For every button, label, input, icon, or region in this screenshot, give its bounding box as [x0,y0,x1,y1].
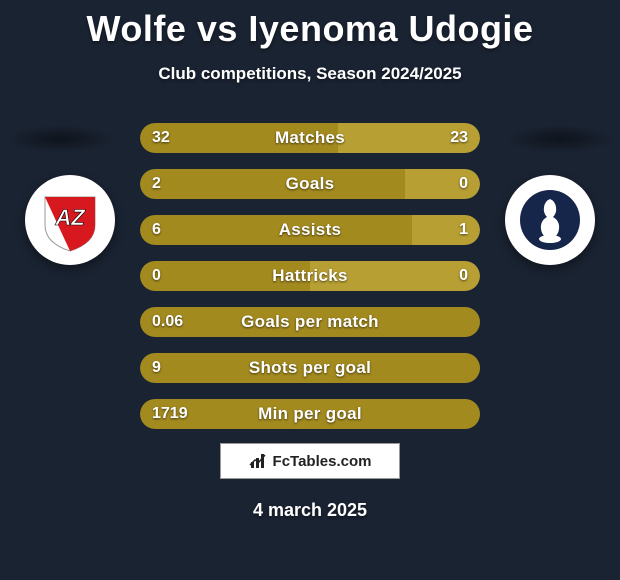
stat-label: Assists [140,215,480,245]
stat-row: 9Shots per goal [140,353,480,383]
stat-row: 6Assists1 [140,215,480,245]
page-title: Wolfe vs Iyenoma Udogie [0,0,620,50]
shadow-right [505,125,615,153]
team-badge-left: AZ [25,175,115,265]
stat-label: Min per goal [140,399,480,429]
tottenham-logo-icon [515,185,585,255]
page-subtitle: Club competitions, Season 2024/2025 [0,64,620,84]
footer-date: 4 march 2025 [0,500,620,521]
footer-brand-text: FcTables.com [273,453,372,470]
team-badge-right [505,175,595,265]
az-logo-icon: AZ [35,185,105,255]
stat-label: Goals [140,169,480,199]
chart-icon [249,452,267,470]
stat-label: Matches [140,123,480,153]
stat-value-right: 0 [459,169,468,199]
stat-label: Shots per goal [140,353,480,383]
stat-label: Goals per match [140,307,480,337]
stat-label: Hattricks [140,261,480,291]
stat-value-right: 1 [459,215,468,245]
stat-row: 2Goals0 [140,169,480,199]
stat-value-right: 0 [459,261,468,291]
stat-row: 0Hattricks0 [140,261,480,291]
stats-bars: 32Matches232Goals06Assists10Hattricks00.… [140,123,480,445]
svg-text:AZ: AZ [54,205,86,230]
stat-row: 0.06Goals per match [140,307,480,337]
stat-row: 32Matches23 [140,123,480,153]
shadow-left [5,125,115,153]
stat-value-right: 23 [450,123,468,153]
stat-row: 1719Min per goal [140,399,480,429]
footer-brand: FcTables.com [220,443,400,479]
